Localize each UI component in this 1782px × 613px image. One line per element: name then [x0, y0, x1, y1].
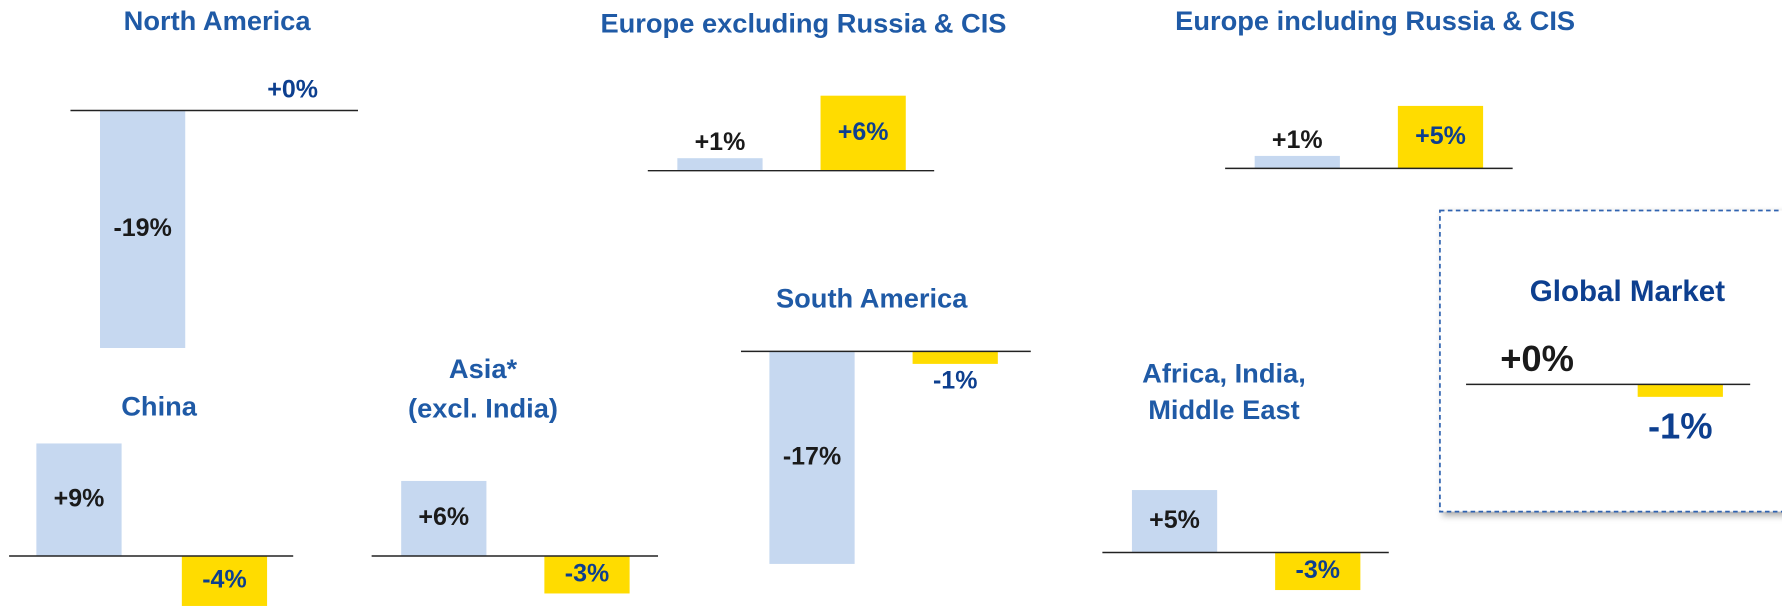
value-label: +0% — [1500, 338, 1574, 379]
value-label: -3% — [1296, 556, 1340, 584]
bar — [544, 555, 630, 594]
value-label: +0% — [267, 76, 318, 104]
value-label: +5% — [1149, 506, 1200, 534]
chart-title: China — [121, 390, 198, 421]
bar — [912, 351, 998, 364]
value-label: +1% — [695, 128, 746, 156]
bar — [36, 443, 122, 556]
value-label: +9% — [54, 484, 105, 512]
value-label: +6% — [838, 118, 889, 146]
bar — [1254, 155, 1340, 169]
bar — [100, 110, 186, 348]
chart-title: Middle East — [1148, 394, 1300, 425]
bar — [677, 158, 763, 171]
bar — [1275, 552, 1361, 591]
chart-title: Europe including Russia & CIS — [1175, 5, 1575, 36]
global-box — [1439, 209, 1782, 513]
chart-title: North America — [124, 5, 312, 36]
bar — [820, 95, 906, 171]
bar — [1131, 490, 1218, 553]
value-label: -4% — [202, 566, 246, 594]
value-label: +1% — [1272, 126, 1323, 154]
value-label: -19% — [113, 214, 171, 242]
chart-title: Africa, India, — [1142, 357, 1306, 388]
chart-title: (excl. India) — [408, 393, 558, 424]
value-label: -3% — [565, 559, 609, 587]
chart-title: South America — [776, 282, 968, 313]
value-label: -1% — [933, 367, 977, 395]
bar — [181, 555, 268, 606]
chart-title: Global Market — [1530, 275, 1725, 308]
value-label: +5% — [1415, 122, 1466, 150]
bar — [769, 351, 855, 564]
value-label: -1% — [1648, 405, 1713, 446]
chart-title: Europe excluding Russia & CIS — [600, 7, 1006, 38]
chart-title: Asia* — [449, 353, 518, 384]
bar — [401, 480, 487, 556]
bar — [1637, 384, 1723, 397]
value-label: +6% — [418, 503, 469, 531]
value-label: -17% — [783, 442, 841, 470]
bar — [1397, 105, 1484, 169]
